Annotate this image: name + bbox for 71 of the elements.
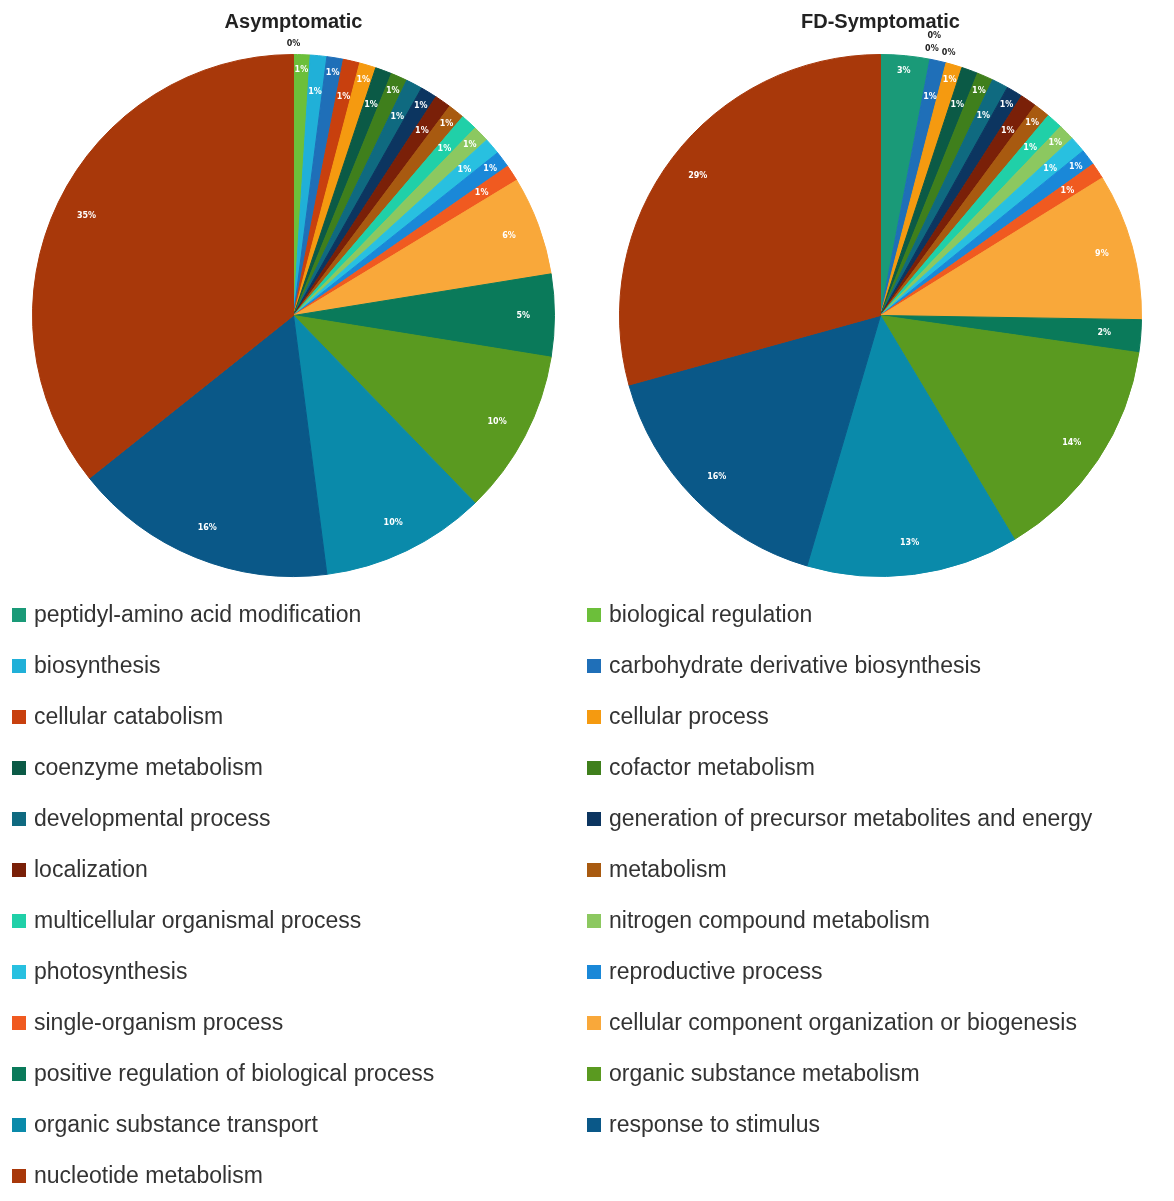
chart-title: FD-Symptomatic <box>801 9 960 32</box>
data-label: 13% <box>900 538 920 548</box>
data-label: 1% <box>1068 162 1083 171</box>
data-label: 1% <box>942 75 957 85</box>
legend-label: biosynthesis <box>34 652 161 679</box>
data-label: 1% <box>483 163 497 173</box>
data-label: 35% <box>76 210 97 220</box>
legend-label: generation of precursor metabolites and energy <box>609 805 1093 832</box>
data-label: 1% <box>462 139 477 149</box>
data-label: 1% <box>390 111 405 121</box>
text: 0% <box>941 47 956 57</box>
data-label: 1% <box>1048 138 1063 148</box>
data-label: 1% <box>294 65 309 75</box>
legend-label: peptidyl-amino acid modification <box>34 601 362 628</box>
data-label: 16% <box>707 471 727 481</box>
data-label: 10% <box>487 416 507 426</box>
legend-label: cellular process <box>609 703 769 730</box>
data-label: 1% <box>364 99 378 109</box>
data-label: 14% <box>1062 437 1082 447</box>
legend-label: organic substance transport <box>34 1111 318 1138</box>
legend-label: photosynthesis <box>34 958 188 985</box>
data-label: 1% <box>1025 117 1039 127</box>
data-label: 5% <box>516 310 530 320</box>
legend-label: reproductive process <box>609 958 823 985</box>
data-label: 1% <box>356 75 371 85</box>
data-label: 1% <box>439 118 454 128</box>
legend-label: nucleotide metabolism <box>34 1162 263 1189</box>
data-label: 1% <box>1023 143 1037 153</box>
text: 0% <box>925 44 939 54</box>
legend-label: cellular catabolism <box>34 703 224 730</box>
data-label: 1% <box>1043 163 1057 173</box>
data-label: 1% <box>474 188 489 198</box>
data-label: 1% <box>950 99 965 109</box>
legend-label: positive regulation of biological process <box>34 1060 435 1087</box>
text: 0% <box>286 39 301 49</box>
legend-label: carbohydrate derivative biosynthesis <box>609 652 982 679</box>
data-label: 6% <box>502 231 516 241</box>
data-label: 16% <box>197 523 217 533</box>
data-label: 1% <box>457 165 472 175</box>
legend-label: localization <box>34 856 148 883</box>
data-label: 9% <box>1095 249 1109 259</box>
data-label: 1% <box>437 144 452 154</box>
data-label: 2% <box>1097 328 1112 338</box>
data-label: 29% <box>688 171 708 181</box>
chart-title: Asymptomatic <box>224 9 363 32</box>
legend-label: developmental process <box>34 805 271 832</box>
legend-label: response to stimulus <box>609 1111 820 1138</box>
legend-label: single-organism process <box>34 1009 284 1036</box>
data-label: 1% <box>1060 186 1075 196</box>
legend-label: cellular component organization or biogenesis <box>609 1009 1077 1036</box>
data-label: 1% <box>923 91 937 101</box>
text: 0% <box>927 31 942 41</box>
legend-label: cofactor metabolism <box>609 754 815 781</box>
legend-label: nitrogen compound metabolism <box>609 907 930 934</box>
data-label: 1% <box>386 86 400 96</box>
legend-label: coenzyme metabolism <box>34 754 263 781</box>
legend-label: organic substance metabolism <box>609 1060 920 1087</box>
data-label: 1% <box>325 68 340 78</box>
data-label: 10% <box>383 517 403 527</box>
data-label: 1% <box>308 87 322 97</box>
legend-label: multicellular organismal process <box>34 907 362 934</box>
data-label: 1% <box>976 111 991 121</box>
data-label: 1% <box>336 91 351 101</box>
data-label: 3% <box>897 66 911 76</box>
legend-label: metabolism <box>609 856 727 883</box>
data-label: 1% <box>1000 125 1015 135</box>
data-label: 1% <box>972 85 986 95</box>
legend-label: biological regulation <box>609 601 813 628</box>
data-label: 1% <box>415 126 429 136</box>
data-label: 1% <box>999 100 1014 110</box>
data-label: 1% <box>413 100 428 110</box>
